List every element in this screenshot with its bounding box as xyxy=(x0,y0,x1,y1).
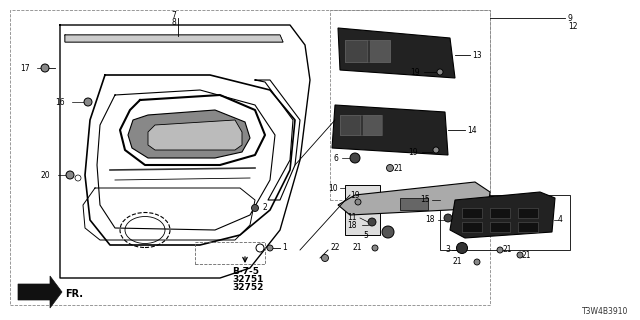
Bar xyxy=(345,40,390,62)
Circle shape xyxy=(474,259,480,265)
Text: 19: 19 xyxy=(408,148,418,156)
Circle shape xyxy=(84,98,92,106)
Bar xyxy=(345,40,367,62)
Circle shape xyxy=(350,153,360,163)
Circle shape xyxy=(387,164,394,172)
Polygon shape xyxy=(450,192,555,238)
Text: 8: 8 xyxy=(172,18,177,27)
Circle shape xyxy=(41,64,49,72)
Text: T3W4B3910: T3W4B3910 xyxy=(582,308,628,316)
Text: 22: 22 xyxy=(330,244,339,252)
Circle shape xyxy=(267,245,273,251)
Circle shape xyxy=(256,244,264,252)
Text: 12: 12 xyxy=(568,21,577,30)
Text: 3: 3 xyxy=(445,245,450,254)
Bar xyxy=(195,242,265,264)
Text: 19: 19 xyxy=(350,190,360,199)
Polygon shape xyxy=(338,182,490,215)
Polygon shape xyxy=(148,120,242,150)
Polygon shape xyxy=(332,105,448,155)
Polygon shape xyxy=(65,35,283,42)
Bar xyxy=(518,222,538,232)
Circle shape xyxy=(66,171,74,179)
Bar xyxy=(462,222,482,232)
Text: 21: 21 xyxy=(452,258,462,267)
Bar xyxy=(490,208,510,218)
Circle shape xyxy=(382,226,394,238)
Bar xyxy=(10,10,490,305)
Text: 5: 5 xyxy=(363,230,368,239)
Text: B-7-5: B-7-5 xyxy=(232,268,259,276)
Circle shape xyxy=(444,214,452,222)
Bar xyxy=(363,115,381,135)
Circle shape xyxy=(75,175,81,181)
Text: 9: 9 xyxy=(568,13,573,22)
Text: 4: 4 xyxy=(558,215,563,225)
Bar xyxy=(340,115,382,135)
Text: 20: 20 xyxy=(40,171,50,180)
Bar xyxy=(518,208,538,218)
Bar xyxy=(345,185,380,235)
Polygon shape xyxy=(338,28,455,78)
Bar xyxy=(462,208,482,218)
Circle shape xyxy=(517,252,523,258)
Bar xyxy=(340,115,360,135)
Circle shape xyxy=(497,247,503,253)
Text: FR.: FR. xyxy=(65,289,83,299)
Text: 21: 21 xyxy=(393,164,403,172)
Bar xyxy=(330,10,490,200)
Bar xyxy=(440,195,570,250)
Text: 7: 7 xyxy=(172,11,177,20)
Circle shape xyxy=(355,199,361,205)
Text: 14: 14 xyxy=(467,125,477,134)
Text: 21: 21 xyxy=(522,251,531,260)
Bar xyxy=(400,198,428,210)
Text: 1: 1 xyxy=(282,244,287,252)
Circle shape xyxy=(456,243,467,253)
Text: 19: 19 xyxy=(410,68,420,76)
Text: 16: 16 xyxy=(55,98,65,107)
Text: 18: 18 xyxy=(426,215,435,225)
Circle shape xyxy=(437,69,443,75)
Circle shape xyxy=(252,204,259,212)
Text: 32752: 32752 xyxy=(232,284,264,292)
Polygon shape xyxy=(128,110,250,158)
Circle shape xyxy=(433,147,439,153)
Text: 11: 11 xyxy=(348,213,357,222)
Text: 13: 13 xyxy=(472,51,482,60)
Text: 21: 21 xyxy=(353,244,362,252)
Polygon shape xyxy=(18,276,62,308)
Circle shape xyxy=(372,245,378,251)
Bar xyxy=(370,40,390,62)
Text: 6: 6 xyxy=(333,154,338,163)
Text: 10: 10 xyxy=(328,183,338,193)
Text: 2: 2 xyxy=(262,204,267,212)
Text: 15: 15 xyxy=(420,196,430,204)
Text: 32751: 32751 xyxy=(232,276,264,284)
Text: 21: 21 xyxy=(502,245,511,254)
Circle shape xyxy=(321,254,328,261)
Bar xyxy=(490,222,510,232)
Circle shape xyxy=(368,218,376,226)
Text: 18: 18 xyxy=(348,220,357,229)
Text: 17: 17 xyxy=(20,63,29,73)
